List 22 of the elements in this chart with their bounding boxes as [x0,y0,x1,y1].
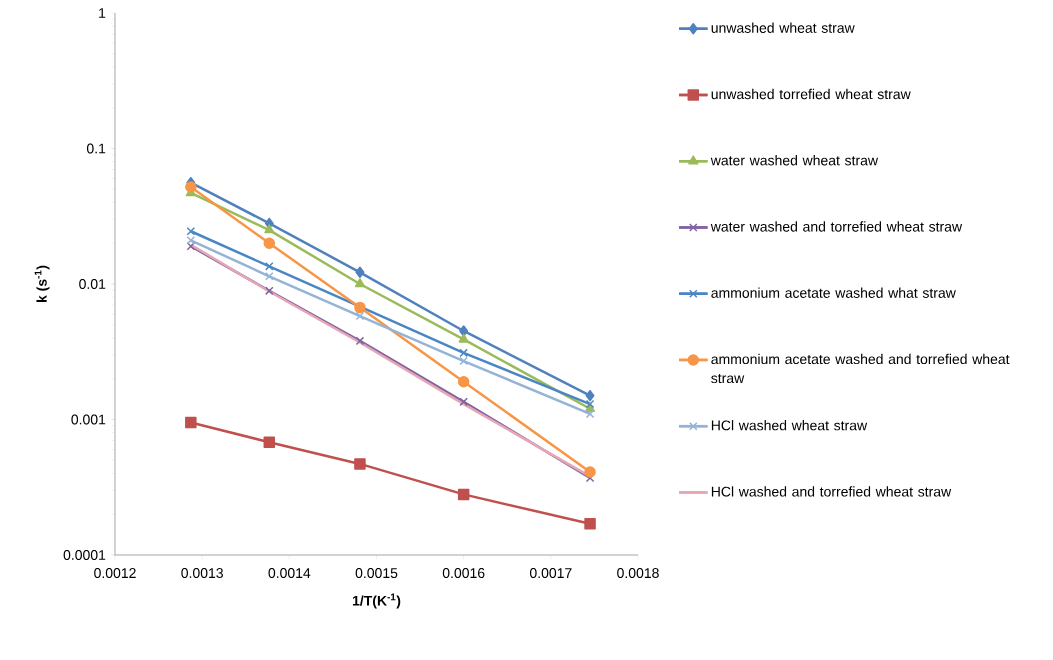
x-tick-label: 0.0018 [617,568,659,579]
legend-label: HCl washed and torrefied wheat straw [711,486,952,497]
legend-label: water washed and torrefied wheat straw [710,221,963,232]
x-axis-title: 1/T(K$^{-1}$) [352,593,401,609]
y-tick-label: 0.001 [71,414,106,425]
x-tick-label: 0.0014 [268,568,311,579]
legend-label: ammonium acetate washed what straw [711,287,956,298]
y-tick-label: 1 [99,8,106,18]
x-tick-label: 0.0016 [442,568,485,579]
y-axis-title: k (s$^{-1}$) [34,265,50,303]
x-tick-label: 0.0015 [355,568,398,579]
x-tick-label: 0.0017 [529,568,572,579]
legend-label: unwashed torrefied wheat straw [711,88,911,100]
y-tick-label: 0.0001 [63,550,106,560]
x-tick-label: 0.0013 [181,568,223,579]
legend-label: water washed wheat straw [710,155,879,166]
y-tick-label: 0.01 [79,279,106,289]
legend-label: HCl washed wheat straw [711,420,868,431]
legend-label: ammonium acetate washed and torrefied wheat straw [711,353,1010,384]
x-tick-label: 0.0012 [94,568,136,579]
y-tick-label: 0.1 [86,143,106,154]
legend-label: unwashed wheat straw [711,22,855,33]
